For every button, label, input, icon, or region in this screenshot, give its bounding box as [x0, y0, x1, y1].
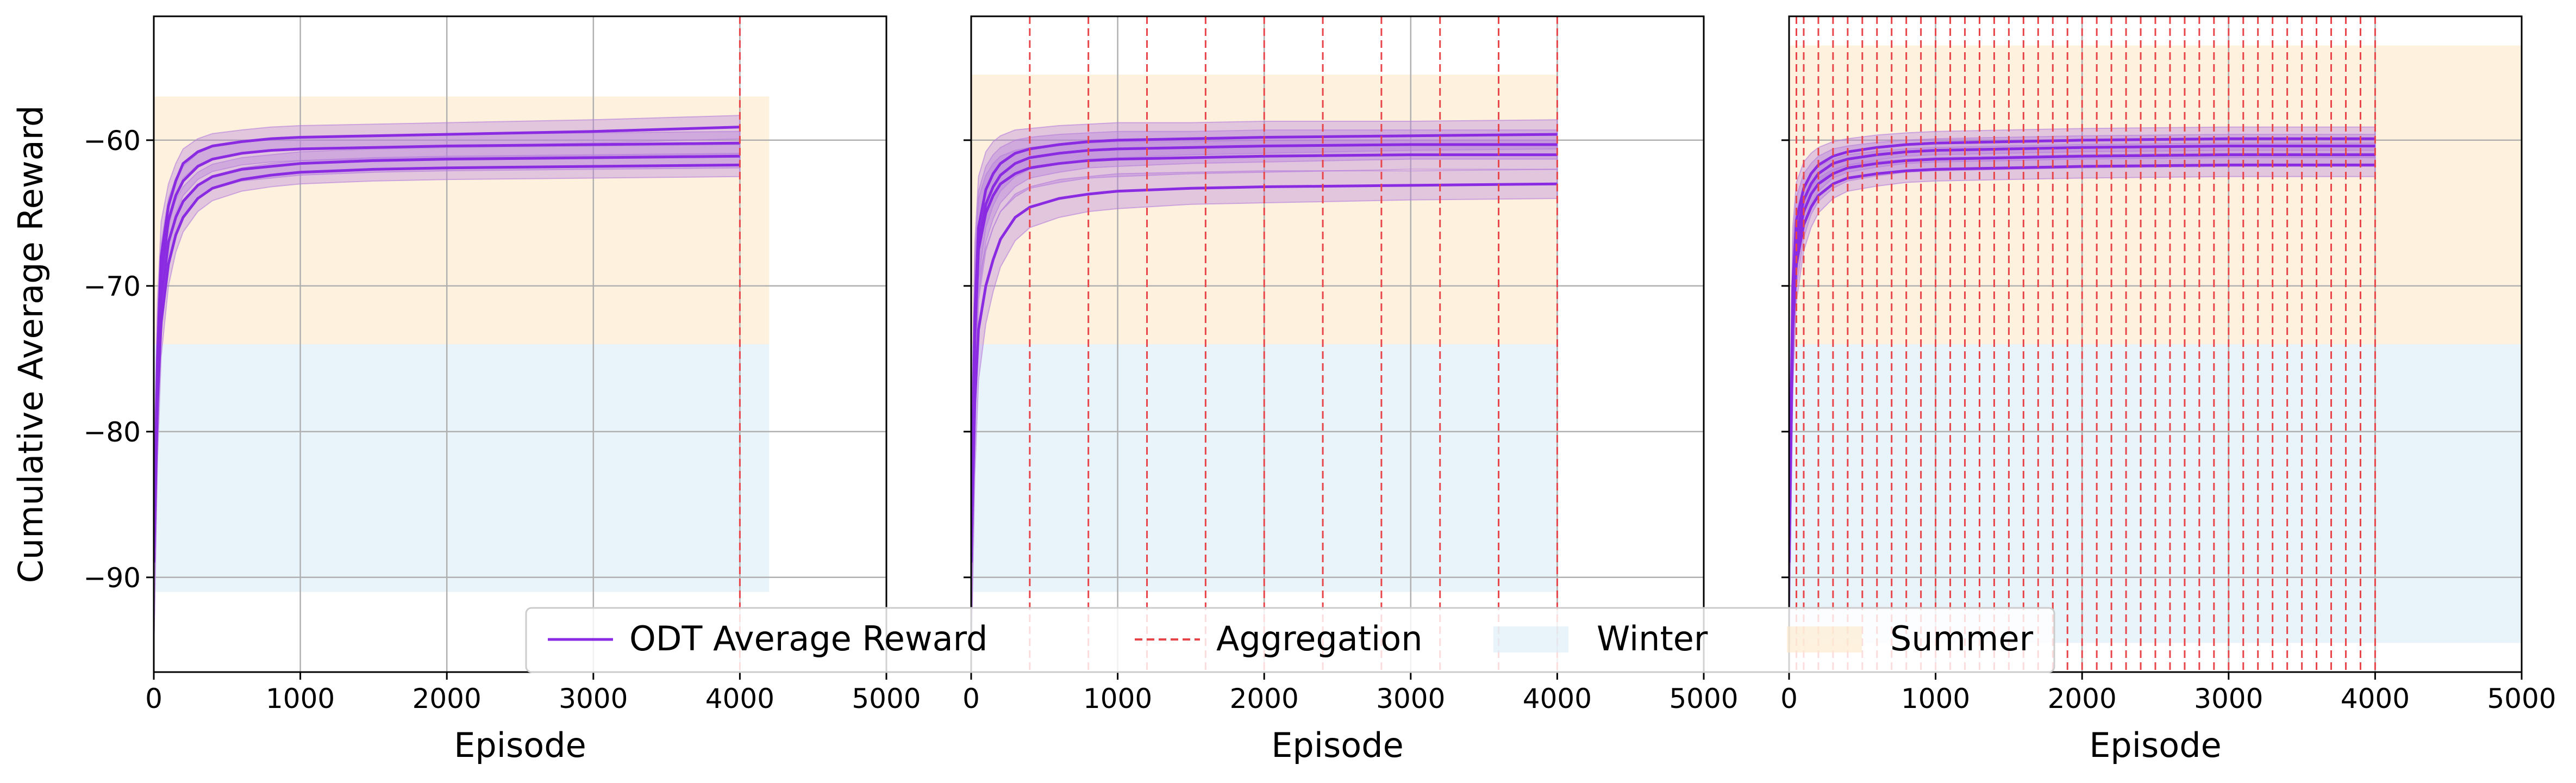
- panels: 0 1000 2000 3000 4000 5000 −60 −70 −80 −90 Episode…: [11, 15, 2556, 765]
- plot-area: [1789, 16, 2522, 672]
- panel-3: 0 1000 2000 3000 4000 5000 Episode: [1780, 15, 2556, 765]
- x-axis-label: Episode: [1271, 725, 1404, 765]
- series-line-3: [154, 154, 740, 563]
- x-tick-label: 4000: [2341, 683, 2410, 714]
- series-line-1: [154, 126, 740, 563]
- x-tick-label: 0: [962, 683, 980, 714]
- x-tick-label: 1000: [1083, 683, 1152, 714]
- panel-1: 0 1000 2000 3000 4000 5000 −60 −70 −80 −90 Episode…: [11, 15, 921, 765]
- series-line-3: [971, 153, 1558, 563]
- series-line-2: [971, 143, 1558, 563]
- series-line-3: [1789, 153, 2375, 563]
- legend-summer-swatch: [1787, 626, 1862, 652]
- y-tick-label: −70: [83, 271, 141, 302]
- x-tick-label: 4000: [1523, 683, 1592, 714]
- x-tick-label: 4000: [705, 683, 774, 714]
- x-axis-label: Episode: [2089, 725, 2222, 765]
- plot-area: [154, 16, 886, 672]
- x-tick-label: 5000: [1669, 683, 1738, 714]
- x-tick-label: 0: [145, 683, 162, 714]
- series-line-2: [1789, 145, 2375, 563]
- x-tick-label: 3000: [559, 683, 628, 714]
- x-tick-label: 5000: [852, 683, 921, 714]
- x-tick-label: 2000: [2048, 683, 2117, 714]
- series-line-4: [154, 163, 740, 563]
- x-tick-label: 1000: [266, 683, 335, 714]
- x-tick-label: 5000: [2487, 683, 2556, 714]
- x-tick-label: 2000: [1230, 683, 1299, 714]
- plot-area: [971, 16, 1704, 672]
- y-tick-label: −60: [83, 125, 141, 157]
- x-tick-label: 2000: [412, 683, 482, 714]
- panel-2: 0 1000 2000 3000 4000 5000 Episode: [962, 15, 1739, 765]
- axes-frame: [153, 15, 887, 673]
- axes-frame: [1788, 15, 2523, 673]
- y-tick-label: −90: [83, 562, 141, 594]
- legend-aggregation-label: Aggregation: [1216, 619, 1423, 658]
- series-line-2: [154, 141, 740, 563]
- y-tick-label: −80: [83, 417, 141, 448]
- legend-winter-swatch: [1493, 626, 1568, 652]
- legend-summer-label: Summer: [1890, 619, 2034, 658]
- y-axis-label: Cumulative Average Reward: [11, 105, 51, 583]
- x-tick-label: 3000: [2194, 683, 2263, 714]
- x-tick-label: 0: [1780, 683, 1798, 714]
- x-tick-label: 3000: [1376, 683, 1445, 714]
- legend-odt-label: ODT Average Reward: [629, 619, 987, 658]
- winter-region: [154, 344, 770, 592]
- series-line-4: [971, 182, 1558, 563]
- legend-frame: [525, 607, 2055, 673]
- x-axis-label: Episode: [454, 725, 586, 765]
- summer-region: [154, 96, 770, 344]
- x-tick-label: 1000: [1901, 683, 1970, 714]
- legend: ODT Average Reward Aggregation Winter Su…: [525, 607, 2055, 673]
- legend-winter-label: Winter: [1597, 619, 1708, 658]
